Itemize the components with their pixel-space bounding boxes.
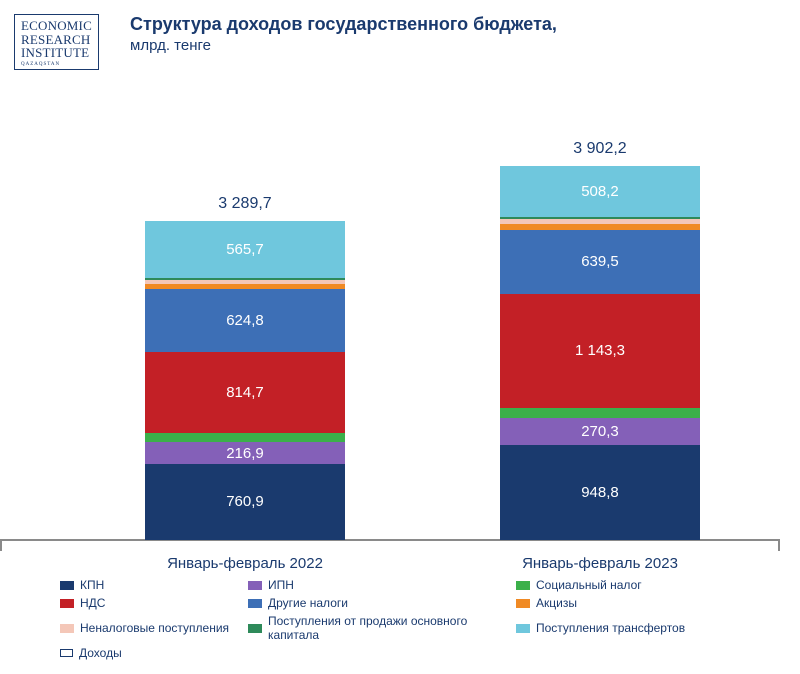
legend-item-other: Другие налоги	[248, 596, 508, 610]
legend-item-excise: Акцизы	[516, 596, 736, 610]
chart-title-block: Структура доходов государственного бюдже…	[130, 14, 557, 54]
bar-stack: 948,8 270,3 1 143,3 639,5 508,2	[500, 166, 700, 540]
bar-segment-excise	[145, 284, 345, 290]
legend-label: ИПН	[268, 578, 294, 592]
legend-swatch	[516, 624, 530, 633]
legend-swatch	[248, 581, 262, 590]
legend-swatch	[516, 599, 530, 608]
segment-value-label: 639,5	[581, 253, 619, 270]
legend-item-income: Доходы	[60, 646, 240, 660]
legend-label: Социальный налог	[536, 578, 642, 592]
bar-segment-nds: 1 143,3	[500, 294, 700, 408]
chart-title: Структура доходов государственного бюдже…	[130, 14, 557, 35]
bar-total-label: 3 289,7	[145, 195, 345, 213]
bar-group: 948,8270,31 143,3639,5508,23 902,2Январь…	[500, 166, 700, 540]
legend-label: НДС	[80, 596, 105, 610]
bar-segment-transfers: 508,2	[500, 166, 700, 217]
bar-segment-transfers: 565,7	[145, 221, 345, 278]
institute-logo: ECONOMIC RESEARCH INSTITUTE QAZAQSTAN	[14, 14, 99, 70]
bar-segment-nontax	[145, 280, 345, 284]
bar-segment-capital	[500, 217, 700, 220]
bar-segment-social	[500, 408, 700, 418]
bar-group: 760,9216,9814,7624,8565,73 289,7Январь-ф…	[145, 221, 345, 540]
legend-spacer	[516, 646, 736, 660]
legend-label: Поступления трансфертов	[536, 621, 685, 635]
logo-line1: ECONOMIC	[21, 19, 92, 33]
legend-label: Другие налоги	[268, 596, 348, 610]
legend-spacer	[248, 646, 508, 660]
segment-value-label: 760,9	[226, 493, 264, 510]
legend-swatch	[516, 581, 530, 590]
legend-swatch	[60, 581, 74, 590]
bar-segment-ipn: 270,3	[500, 418, 700, 445]
stacked-bar-chart: 760,9216,9814,7624,8565,73 289,7Январь-ф…	[40, 80, 760, 540]
bar-segment-nds: 814,7	[145, 352, 345, 433]
legend-swatch	[60, 624, 74, 633]
segment-value-label: 624,8	[226, 312, 264, 329]
category-label: Январь-февраль 2022	[145, 555, 345, 572]
segment-value-label: 814,7	[226, 384, 264, 401]
legend-item-capital: Поступления от продажи основного капитал…	[248, 614, 508, 642]
legend-item-transfers: Поступления трансфертов	[516, 614, 736, 642]
legend-swatch	[60, 649, 73, 657]
chart-legend: КПН ИПН Социальный налог НДС Другие налоги Ак…	[60, 578, 760, 660]
bar-segment-excise	[500, 224, 700, 230]
bar-segment-ipn: 216,9	[145, 442, 345, 464]
logo-line2: RESEARCH	[21, 33, 92, 47]
segment-value-label: 948,8	[581, 484, 619, 501]
segment-value-label: 1 143,3	[575, 342, 625, 359]
bar-segment-kpn: 760,9	[145, 464, 345, 540]
category-label: Январь-февраль 2023	[500, 555, 700, 572]
legend-swatch	[248, 624, 262, 633]
segment-value-label: 565,7	[226, 241, 264, 258]
legend-item-ipn: ИПН	[248, 578, 508, 592]
bar-segment-other: 624,8	[145, 289, 345, 351]
bar-segment-social	[145, 433, 345, 442]
segment-value-label: 216,9	[226, 445, 264, 462]
bar-segment-kpn: 948,8	[500, 445, 700, 540]
legend-label: Неналоговые поступления	[80, 621, 229, 635]
legend-item-social: Социальный налог	[516, 578, 736, 592]
legend-item-nontax: Неналоговые поступления	[60, 614, 240, 642]
legend-label: КПН	[80, 578, 104, 592]
logo-sub: QAZAQSTAN	[21, 62, 92, 67]
segment-value-label: 270,3	[581, 423, 619, 440]
bar-segment-nontax	[500, 219, 700, 224]
bar-total-label: 3 902,2	[500, 140, 700, 158]
logo-line3: INSTITUTE	[21, 46, 92, 60]
bar-segment-capital	[145, 278, 345, 280]
legend-item-nds: НДС	[60, 596, 240, 610]
chart-subtitle: млрд. тенге	[130, 37, 557, 54]
segment-value-label: 508,2	[581, 183, 619, 200]
legend-swatch	[248, 599, 262, 608]
bar-stack: 760,9 216,9 814,7 624,8 565,7	[145, 221, 345, 540]
legend-label: Акцизы	[536, 596, 577, 610]
legend-label: Доходы	[79, 646, 122, 660]
legend-label: Поступления от продажи основного капитал…	[268, 614, 508, 642]
legend-item-kpn: КПН	[60, 578, 240, 592]
legend-swatch	[60, 599, 74, 608]
bar-segment-other: 639,5	[500, 230, 700, 294]
